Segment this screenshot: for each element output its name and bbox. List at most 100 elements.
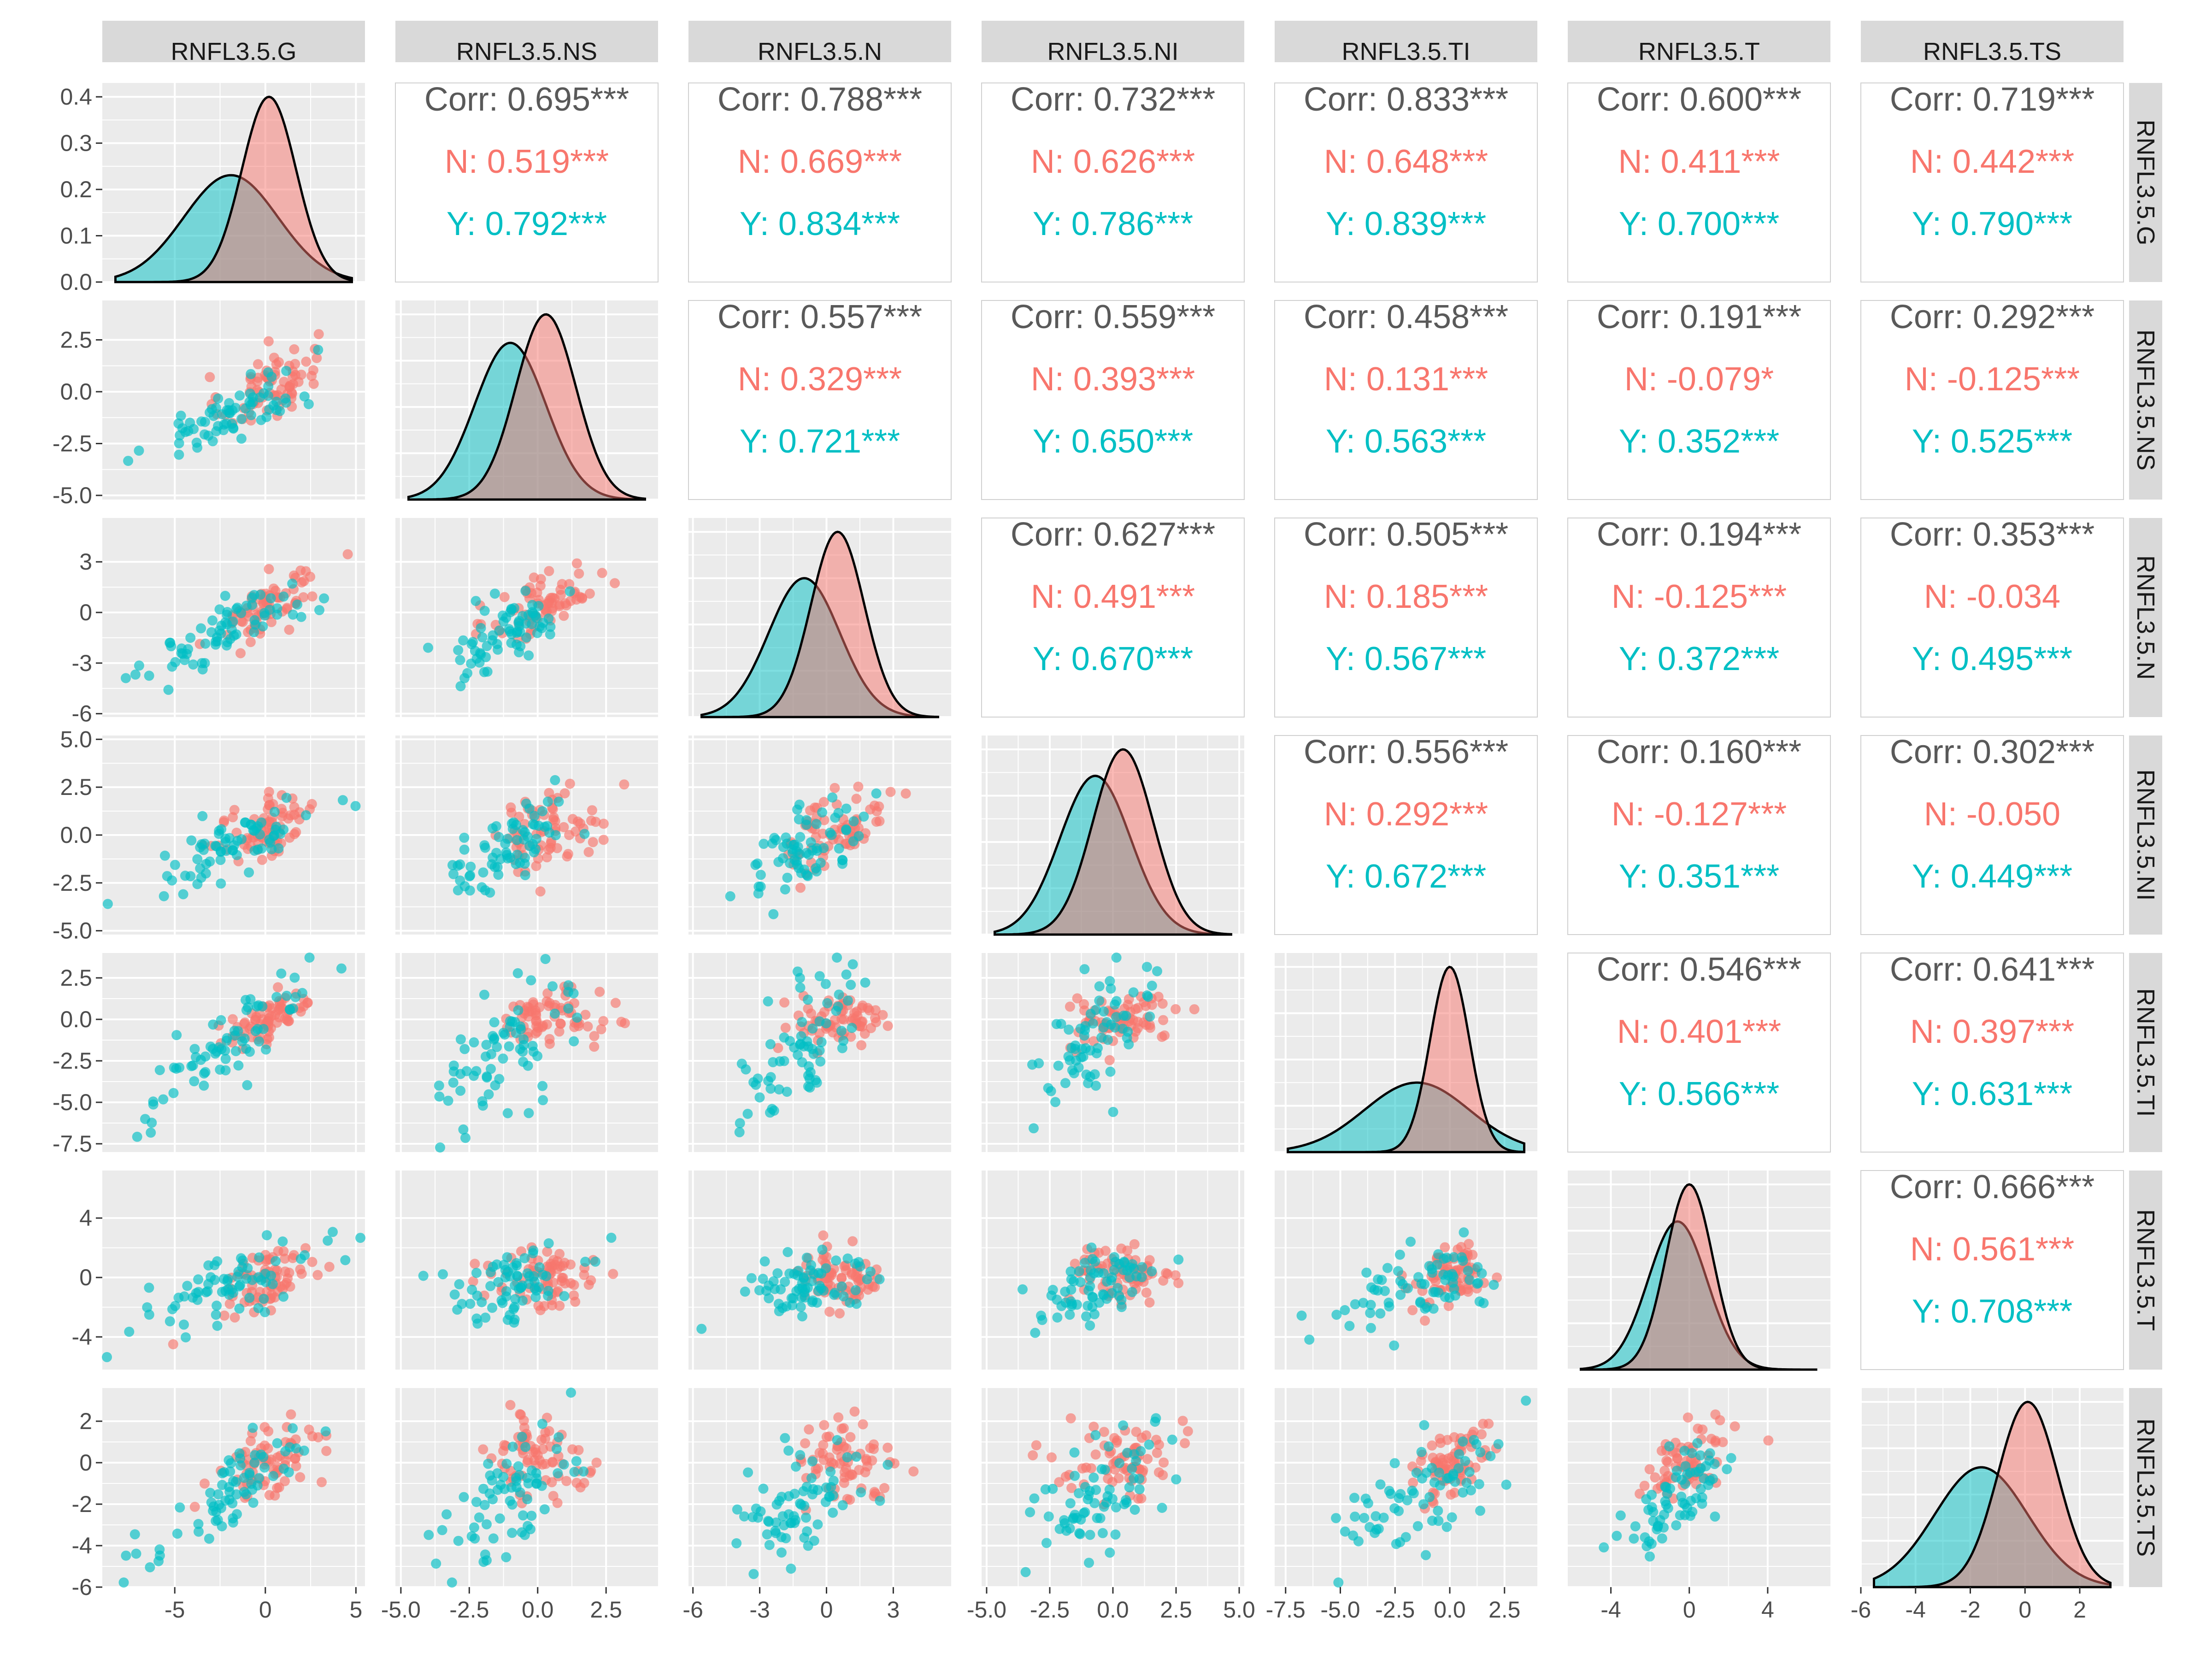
scatter-point-n [229, 805, 240, 815]
scatter-point-y [492, 862, 503, 872]
scatter-point-y [865, 1266, 876, 1277]
scatter-point-n [1427, 1440, 1437, 1451]
scatter-point-y [328, 1227, 338, 1237]
scatter-point-n [542, 1247, 553, 1257]
row-strip-label: RNFL3.5.NI [2132, 769, 2159, 900]
scatter-point-y [795, 1039, 806, 1049]
scatter-point-y [1464, 1467, 1475, 1477]
scatter-point-y [1679, 1446, 1690, 1456]
correlation-panel: Corr: 0.641*** N: 0.397*** Y: 0.631*** [1860, 951, 2124, 1153]
scatter-point-y [299, 1445, 309, 1456]
scatter-point-y [487, 1475, 497, 1486]
scatter-point-y [1128, 987, 1139, 998]
scatter-point-n [1173, 1278, 1184, 1288]
scatter-point-y [185, 633, 196, 643]
scatter-point-y [529, 1271, 539, 1282]
scatter-point-y [247, 1275, 258, 1285]
scatter-point-y [794, 814, 804, 824]
scatter-point-y [278, 1291, 288, 1302]
scatter-point-y [193, 1274, 204, 1285]
scatter-point-y [1475, 1447, 1486, 1458]
correlation-panel: Corr: 0.557*** N: 0.329*** Y: 0.721*** [688, 299, 952, 500]
scatter-point-y [882, 1459, 893, 1470]
scatter-point-y [847, 959, 858, 970]
scatter-point-n [301, 356, 312, 367]
density-panel [1568, 1171, 1830, 1371]
scatter-point-y [1069, 1068, 1079, 1078]
scatter-point-n [570, 1296, 581, 1307]
scatter-point-y [1097, 1528, 1108, 1538]
scatter-point-y [1296, 1310, 1307, 1321]
panel-border [1860, 518, 2124, 718]
scatter-point-y [232, 835, 243, 846]
scatter-point-n [865, 804, 876, 815]
scatter-panel [395, 518, 658, 717]
scatter-point-y [418, 1271, 429, 1281]
scatter-point-n [1113, 1473, 1124, 1483]
scatter-point-y [753, 888, 764, 899]
scatter-point-n [534, 1002, 545, 1012]
scatter-point-y [1085, 1530, 1095, 1540]
scatter-point-n [284, 382, 295, 392]
scatter-point-y [1056, 1018, 1066, 1029]
scatter-point-y [168, 1088, 179, 1098]
scatter-point-n [307, 591, 318, 602]
scatter-point-n [577, 594, 588, 604]
scatter-point-y [837, 855, 847, 865]
panel-border [1274, 300, 1538, 500]
scatter-point-y [504, 1041, 514, 1052]
correlation-overall-label: Corr: 0.788*** [718, 81, 922, 118]
scatter-point-y [224, 1289, 235, 1300]
scatter-point-n [818, 1440, 829, 1450]
panel-border [981, 518, 1245, 718]
scatter-point-n [610, 998, 621, 1008]
scatter-point-n [290, 359, 300, 369]
scatter-point-n [548, 1491, 559, 1501]
strip-background [2129, 953, 2162, 1152]
scatter-point-n [857, 1003, 867, 1013]
scatter-point-n [908, 1466, 919, 1477]
scatter-point-y [502, 834, 513, 844]
y-tick-label: 2.5 [60, 774, 92, 800]
panel-border [688, 82, 952, 282]
scatter-point-y [512, 1260, 522, 1271]
scatter-point-y [771, 1499, 782, 1510]
scatter-point-y [281, 793, 292, 803]
scatter-point-y [825, 828, 835, 838]
scatter-point-n [619, 779, 629, 790]
scatter-panel [688, 1171, 951, 1370]
scatter-point-y [174, 449, 184, 460]
scatter-point-n [317, 1477, 327, 1488]
scatter-point-y [1111, 953, 1122, 963]
scatter-point-y [259, 1462, 270, 1473]
scatter-point-y [194, 1526, 204, 1537]
scatter-point-y [1448, 1469, 1459, 1479]
scatter-point-y [1067, 1299, 1077, 1309]
scatter-point-y [1434, 1467, 1444, 1478]
scatter-point-y [1098, 1268, 1109, 1278]
scatter-point-y [185, 871, 196, 882]
strip-background [2129, 83, 2162, 282]
scatter-point-y [477, 632, 488, 642]
scatter-point-y [758, 1483, 769, 1494]
scatter-point-y [803, 994, 813, 1005]
scatter-point-y [1304, 1335, 1315, 1345]
scatter-point-n [259, 1440, 270, 1451]
scatter-point-y [1389, 1503, 1400, 1513]
scatter-point-y [129, 1529, 140, 1540]
y-tick-label: -4 [72, 1324, 92, 1350]
scatter-point-y [435, 1142, 445, 1153]
correlation-panel: Corr: 0.194*** N: -0.125*** Y: 0.372*** [1567, 516, 1831, 718]
x-tick-label: 0 [1683, 1597, 1696, 1623]
scatter-point-n [538, 1444, 548, 1454]
scatter-point-y [246, 410, 256, 420]
scatter-point-y [1109, 1265, 1119, 1275]
correlation-overall-label: Corr: 0.732*** [1011, 81, 1215, 118]
scatter-point-y [1433, 1516, 1444, 1526]
scatter-point-y [232, 1271, 243, 1282]
scatter-point-n [773, 1043, 783, 1053]
scatter-point-y [174, 438, 184, 448]
scatter-point-y [816, 1037, 827, 1047]
scatter-point-y [524, 650, 534, 661]
scatter-point-y [817, 807, 828, 818]
